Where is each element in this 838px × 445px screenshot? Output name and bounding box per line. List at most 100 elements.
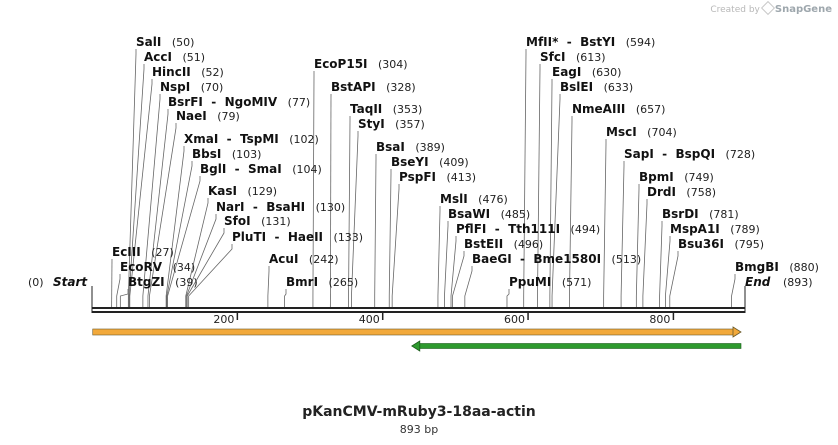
enzyme-position: (79): [207, 110, 240, 123]
end-label: End: [745, 275, 771, 289]
enzyme-label[interactable]: StyI (357): [358, 117, 425, 131]
enzyme-separator: -: [266, 230, 288, 244]
enzyme-name: PluTI: [232, 230, 266, 244]
enzyme-site-line: [127, 49, 137, 307]
enzyme-label[interactable]: AccI (51): [144, 50, 205, 64]
enzyme-label[interactable]: BaeGI - Bme1580I (513): [472, 252, 641, 266]
enzyme-label-lines: [111, 49, 736, 308]
enzyme-name: MslI: [440, 192, 468, 206]
enzyme-name: PspFI: [399, 170, 436, 184]
enzyme-name: NspI: [160, 80, 190, 94]
enzyme-label[interactable]: PspFI (413): [399, 170, 476, 184]
enzyme-label[interactable]: EagI (630): [552, 65, 621, 79]
enzyme-position: (880): [779, 261, 819, 274]
enzyme-label[interactable]: BbsI (103): [192, 147, 261, 161]
enzyme-site-line: [167, 176, 201, 307]
enzyme-label[interactable]: EcoRV (34): [120, 260, 195, 274]
plasmid-name: pKanCMV-mRuby3-18aa-actin: [302, 404, 536, 420]
enzyme-position: (242): [298, 253, 338, 266]
enzyme-name: HaeII: [288, 230, 323, 244]
enzyme-label[interactable]: NarI - BsaHI (130): [216, 200, 345, 214]
enzyme-site-line: [437, 206, 441, 307]
enzyme-position: (34): [162, 261, 195, 274]
orange-feature-arrow[interactable]: [92, 326, 742, 338]
enzyme-label[interactable]: BslEI (633): [560, 80, 633, 94]
enzyme-label[interactable]: EcoP15I (304): [314, 57, 408, 71]
enzyme-name: EcoRV: [120, 260, 163, 274]
enzyme-label[interactable]: Bsu36I (795): [678, 237, 764, 251]
enzyme-label[interactable]: SfoI (131): [224, 214, 291, 228]
enzyme-site-line: [129, 79, 153, 307]
enzyme-position: (789): [720, 223, 760, 236]
enzyme-name: KasI: [208, 184, 237, 198]
enzyme-label[interactable]: BsrDI (781): [662, 207, 739, 221]
enzyme-label[interactable]: MfII* - BstYI (594): [526, 35, 655, 49]
enzyme-label[interactable]: PflFI - Tth111I (494): [456, 222, 600, 236]
enzyme-label[interactable]: BpmI (749): [639, 170, 714, 184]
enzyme-label[interactable]: SalI (50): [136, 35, 194, 49]
enzyme-label[interactable]: AcuI (242): [269, 252, 339, 266]
enzyme-label[interactable]: MspA1I (789): [670, 222, 760, 236]
enzyme-label[interactable]: TaqII (353): [350, 102, 422, 116]
enzyme-position: (104): [282, 163, 322, 176]
enzyme-name: AccI: [144, 50, 172, 64]
enzyme-name: BspQI: [676, 147, 716, 161]
credit-brand: SnapGene: [774, 4, 832, 15]
green-feature-arrow[interactable]: [411, 340, 742, 352]
enzyme-site-line: [452, 251, 465, 307]
enzyme-label[interactable]: KasI (129): [208, 184, 277, 198]
enzyme-label[interactable]: NaeI (79): [176, 109, 240, 123]
enzyme-label[interactable]: BstEII (496): [464, 237, 543, 251]
enzyme-site-line: [506, 289, 510, 307]
enzyme-site-line: [348, 116, 351, 307]
enzyme-label[interactable]: MslI (476): [440, 192, 508, 206]
enzyme-site-line: [620, 161, 625, 307]
enzyme-site-line: [551, 94, 561, 307]
enzyme-label[interactable]: BmrI (265): [286, 275, 358, 289]
ruler-ticks: 200 400 600 800: [213, 313, 675, 326]
enzyme-label[interactable]: NmeAIII (657): [572, 102, 665, 116]
enzyme-label[interactable]: BtgZI (39): [128, 275, 198, 289]
enzyme-site-line: [147, 109, 169, 307]
enzyme-label[interactable]: EcIII (27): [112, 245, 174, 259]
enzyme-position: (51): [172, 51, 205, 64]
enzyme-position: (494): [560, 223, 600, 236]
enzyme-position: (704): [637, 126, 677, 139]
enzyme-label[interactable]: PpuMI (571): [509, 275, 591, 289]
enzyme-label[interactable]: BseYI (409): [391, 155, 469, 169]
enzyme-label[interactable]: NspI (70): [160, 80, 223, 94]
enzyme-label[interactable]: BsaI (389): [376, 140, 445, 154]
enzyme-site-line: [185, 198, 209, 307]
enzyme-position: (413): [436, 171, 476, 184]
enzyme-name: TspMI: [240, 132, 279, 146]
enzyme-site-line: [569, 116, 573, 307]
enzyme-label[interactable]: SfcI (613): [540, 50, 606, 64]
enzyme-site-line: [549, 79, 553, 307]
enzyme-position: (749): [674, 171, 714, 184]
enzyme-name: BpmI: [639, 170, 674, 184]
enzyme-label[interactable]: DrdI (758): [647, 185, 716, 199]
enzyme-name: StyI: [358, 117, 385, 131]
enzyme-position: (795): [724, 238, 764, 251]
enzyme-label[interactable]: BsrFI - NgoMIV (77): [168, 95, 310, 109]
enzyme-site-line: [351, 131, 359, 307]
enzyme-position: (130): [305, 201, 345, 214]
enzyme-position: (102): [279, 133, 319, 146]
enzyme-site-line: [166, 161, 193, 307]
enzyme-label[interactable]: BglI - SmaI (104): [200, 162, 322, 176]
enzyme-label[interactable]: SapI - BspQI (728): [624, 147, 755, 161]
enzyme-name: DrdI: [647, 185, 676, 199]
feature-arrows: [92, 326, 742, 352]
enzyme-position: (52): [191, 66, 224, 79]
enzyme-label[interactable]: XmaI - TspMI (102): [184, 132, 319, 146]
start-label: Start: [53, 275, 88, 289]
enzyme-label[interactable]: BmgBI (880): [735, 260, 819, 274]
enzyme-position: (657): [625, 103, 665, 116]
enzyme-label[interactable]: MscI (704): [606, 125, 677, 139]
enzyme-site-line: [116, 274, 121, 307]
enzyme-label[interactable]: HincII (52): [152, 65, 224, 79]
enzyme-label[interactable]: BstAPI (328): [331, 80, 416, 94]
enzyme-label[interactable]: PluTI - HaeII (133): [232, 230, 363, 244]
enzyme-label[interactable]: BsaWI (485): [448, 207, 530, 221]
